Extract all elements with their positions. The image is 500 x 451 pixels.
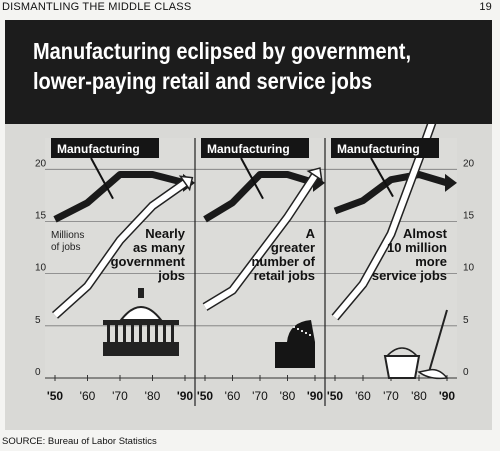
capitol-architrave <box>103 320 179 325</box>
x-tick-label-3-5: '90 <box>439 389 456 403</box>
source-note: SOURCE: Bureau of Labor Statistics <box>2 436 157 447</box>
y-tick-label-left-15: 15 <box>35 210 47 221</box>
manufacturing-label-box-3 <box>331 138 439 158</box>
capitol-column <box>147 324 150 342</box>
x-tick-label-1-3: '70 <box>112 389 128 403</box>
panel-2: '50 '60 '70 '80 '90 Manufacturing Agreaternumb… <box>197 138 325 403</box>
manufacturing-line-2 <box>203 171 317 223</box>
chart-title-line-1: Manufacturing eclipsed by government, <box>33 38 412 64</box>
y-tick-label-left-20: 20 <box>35 158 47 169</box>
y-axis-label-line-1: Millions <box>51 230 84 241</box>
title-banner: Manufacturing eclipsed by government, lo… <box>5 20 492 124</box>
y-tick-label-right-5: 5 <box>463 315 469 326</box>
register-key <box>293 326 295 328</box>
manufacturing-label-2: Manufacturing <box>207 142 290 156</box>
x-tick-label-1-2: '60 <box>80 389 96 403</box>
x-tick-label-3-1: '50 <box>327 389 344 403</box>
book-section-title: DISMANTLING THE MIDDLE CLASS <box>2 1 192 13</box>
other-line-3 <box>332 79 450 320</box>
chart-figure: 0 0 5 5 10 10 15 15 20 20 Millions of jobs '50 '60 '70… <box>5 20 492 430</box>
annotation-2-line-4: retail jobs <box>254 268 315 283</box>
annotation-2-line-3: number of <box>251 254 315 269</box>
mop-bucket-icon <box>383 309 449 380</box>
mop-handle <box>428 309 448 373</box>
capitol-column <box>155 324 158 342</box>
manufacturing-label-1: Manufacturing <box>57 142 140 156</box>
x-tick-label-3-2: '60 <box>355 389 371 403</box>
page-header: DISMANTLING THE MIDDLE CLASS 19 <box>0 0 500 16</box>
y-tick-label-right-10: 10 <box>463 263 475 274</box>
manufacturing-label-3: Manufacturing <box>337 142 420 156</box>
manufacturing-arrowhead-3 <box>445 173 457 192</box>
x-tick-label-2-4: '80 <box>280 389 296 403</box>
capitol-column <box>115 324 118 342</box>
annotation-2-line-1: A <box>306 226 316 241</box>
capitol-column <box>171 324 174 342</box>
register-key <box>297 328 299 330</box>
bucket-handle <box>386 347 418 357</box>
manufacturing-label-box-2 <box>201 138 309 158</box>
y-axis-label-line-2: of jobs <box>51 242 80 253</box>
annotation-1-line-4: jobs <box>157 268 185 283</box>
annotation-3-line-1: Almost <box>403 226 448 241</box>
cash-register-icon <box>275 320 315 368</box>
x-tick-label-1-4: '80 <box>145 389 161 403</box>
annotation-3-line-4: service jobs <box>372 268 447 283</box>
capitol-cupola <box>138 288 144 298</box>
other-line-2 <box>203 173 318 310</box>
x-tick-label-1-5: '90 <box>177 389 194 403</box>
manufacturing-label-box-1 <box>51 138 159 158</box>
capitol-column <box>107 324 110 342</box>
y-tick-label-right-15: 15 <box>463 210 475 221</box>
x-tick-label-3-3: '70 <box>383 389 399 403</box>
annotation-1-line-1: Nearly <box>145 226 186 241</box>
capitol-column <box>163 324 166 342</box>
capitol-column <box>123 324 126 342</box>
register-key <box>309 334 311 336</box>
y-tick-label-left-0: 0 <box>35 367 41 378</box>
x-tick-label-1-1: '50 <box>47 389 64 403</box>
other-arrowhead-1 <box>178 175 194 192</box>
y-tick-label-left-5: 5 <box>35 315 41 326</box>
annotation-1-line-2: as many <box>133 240 186 255</box>
manufacturing-leader-line-2 <box>240 157 264 200</box>
capitol-icon <box>103 288 179 356</box>
x-tick-label-2-2: '60 <box>225 389 241 403</box>
other-line-1 <box>52 180 187 318</box>
y-tick-label-left-10: 10 <box>35 263 47 274</box>
x-tick-label-2-3: '70 <box>252 389 268 403</box>
annotation-2-line-2: greater <box>271 240 315 255</box>
x-tick-label-2-5: '90 <box>307 389 324 403</box>
mop-head <box>417 368 449 380</box>
manufacturing-leader-line-3 <box>370 157 394 198</box>
x-tick-label-2-1: '50 <box>197 389 214 403</box>
x-tick-label-3-4: '80 <box>411 389 427 403</box>
y-tick-label-right-0: 0 <box>463 367 469 378</box>
chart-title-line-2: lower-paying retail and service jobs <box>33 68 373 94</box>
y-tick-label-right-20: 20 <box>463 158 475 169</box>
bucket <box>383 355 421 379</box>
manufacturing-line-1 <box>53 171 186 223</box>
register-key <box>305 332 307 334</box>
capitol-column <box>139 324 142 342</box>
manufacturing-leader-line-1 <box>90 157 114 200</box>
annotation-1-line-3: government <box>111 254 186 269</box>
annotation-3-line-2: 10 million <box>387 240 447 255</box>
annotation-3-line-3: more <box>415 254 447 269</box>
capitol-column <box>131 324 134 342</box>
other-arrowhead-2 <box>306 167 323 182</box>
capitol-base <box>103 342 179 356</box>
capitol-dome <box>118 306 164 321</box>
page-number: 19 <box>479 1 492 13</box>
manufacturing-line-3 <box>333 171 449 215</box>
register-key <box>301 330 303 332</box>
register-body <box>275 342 315 368</box>
